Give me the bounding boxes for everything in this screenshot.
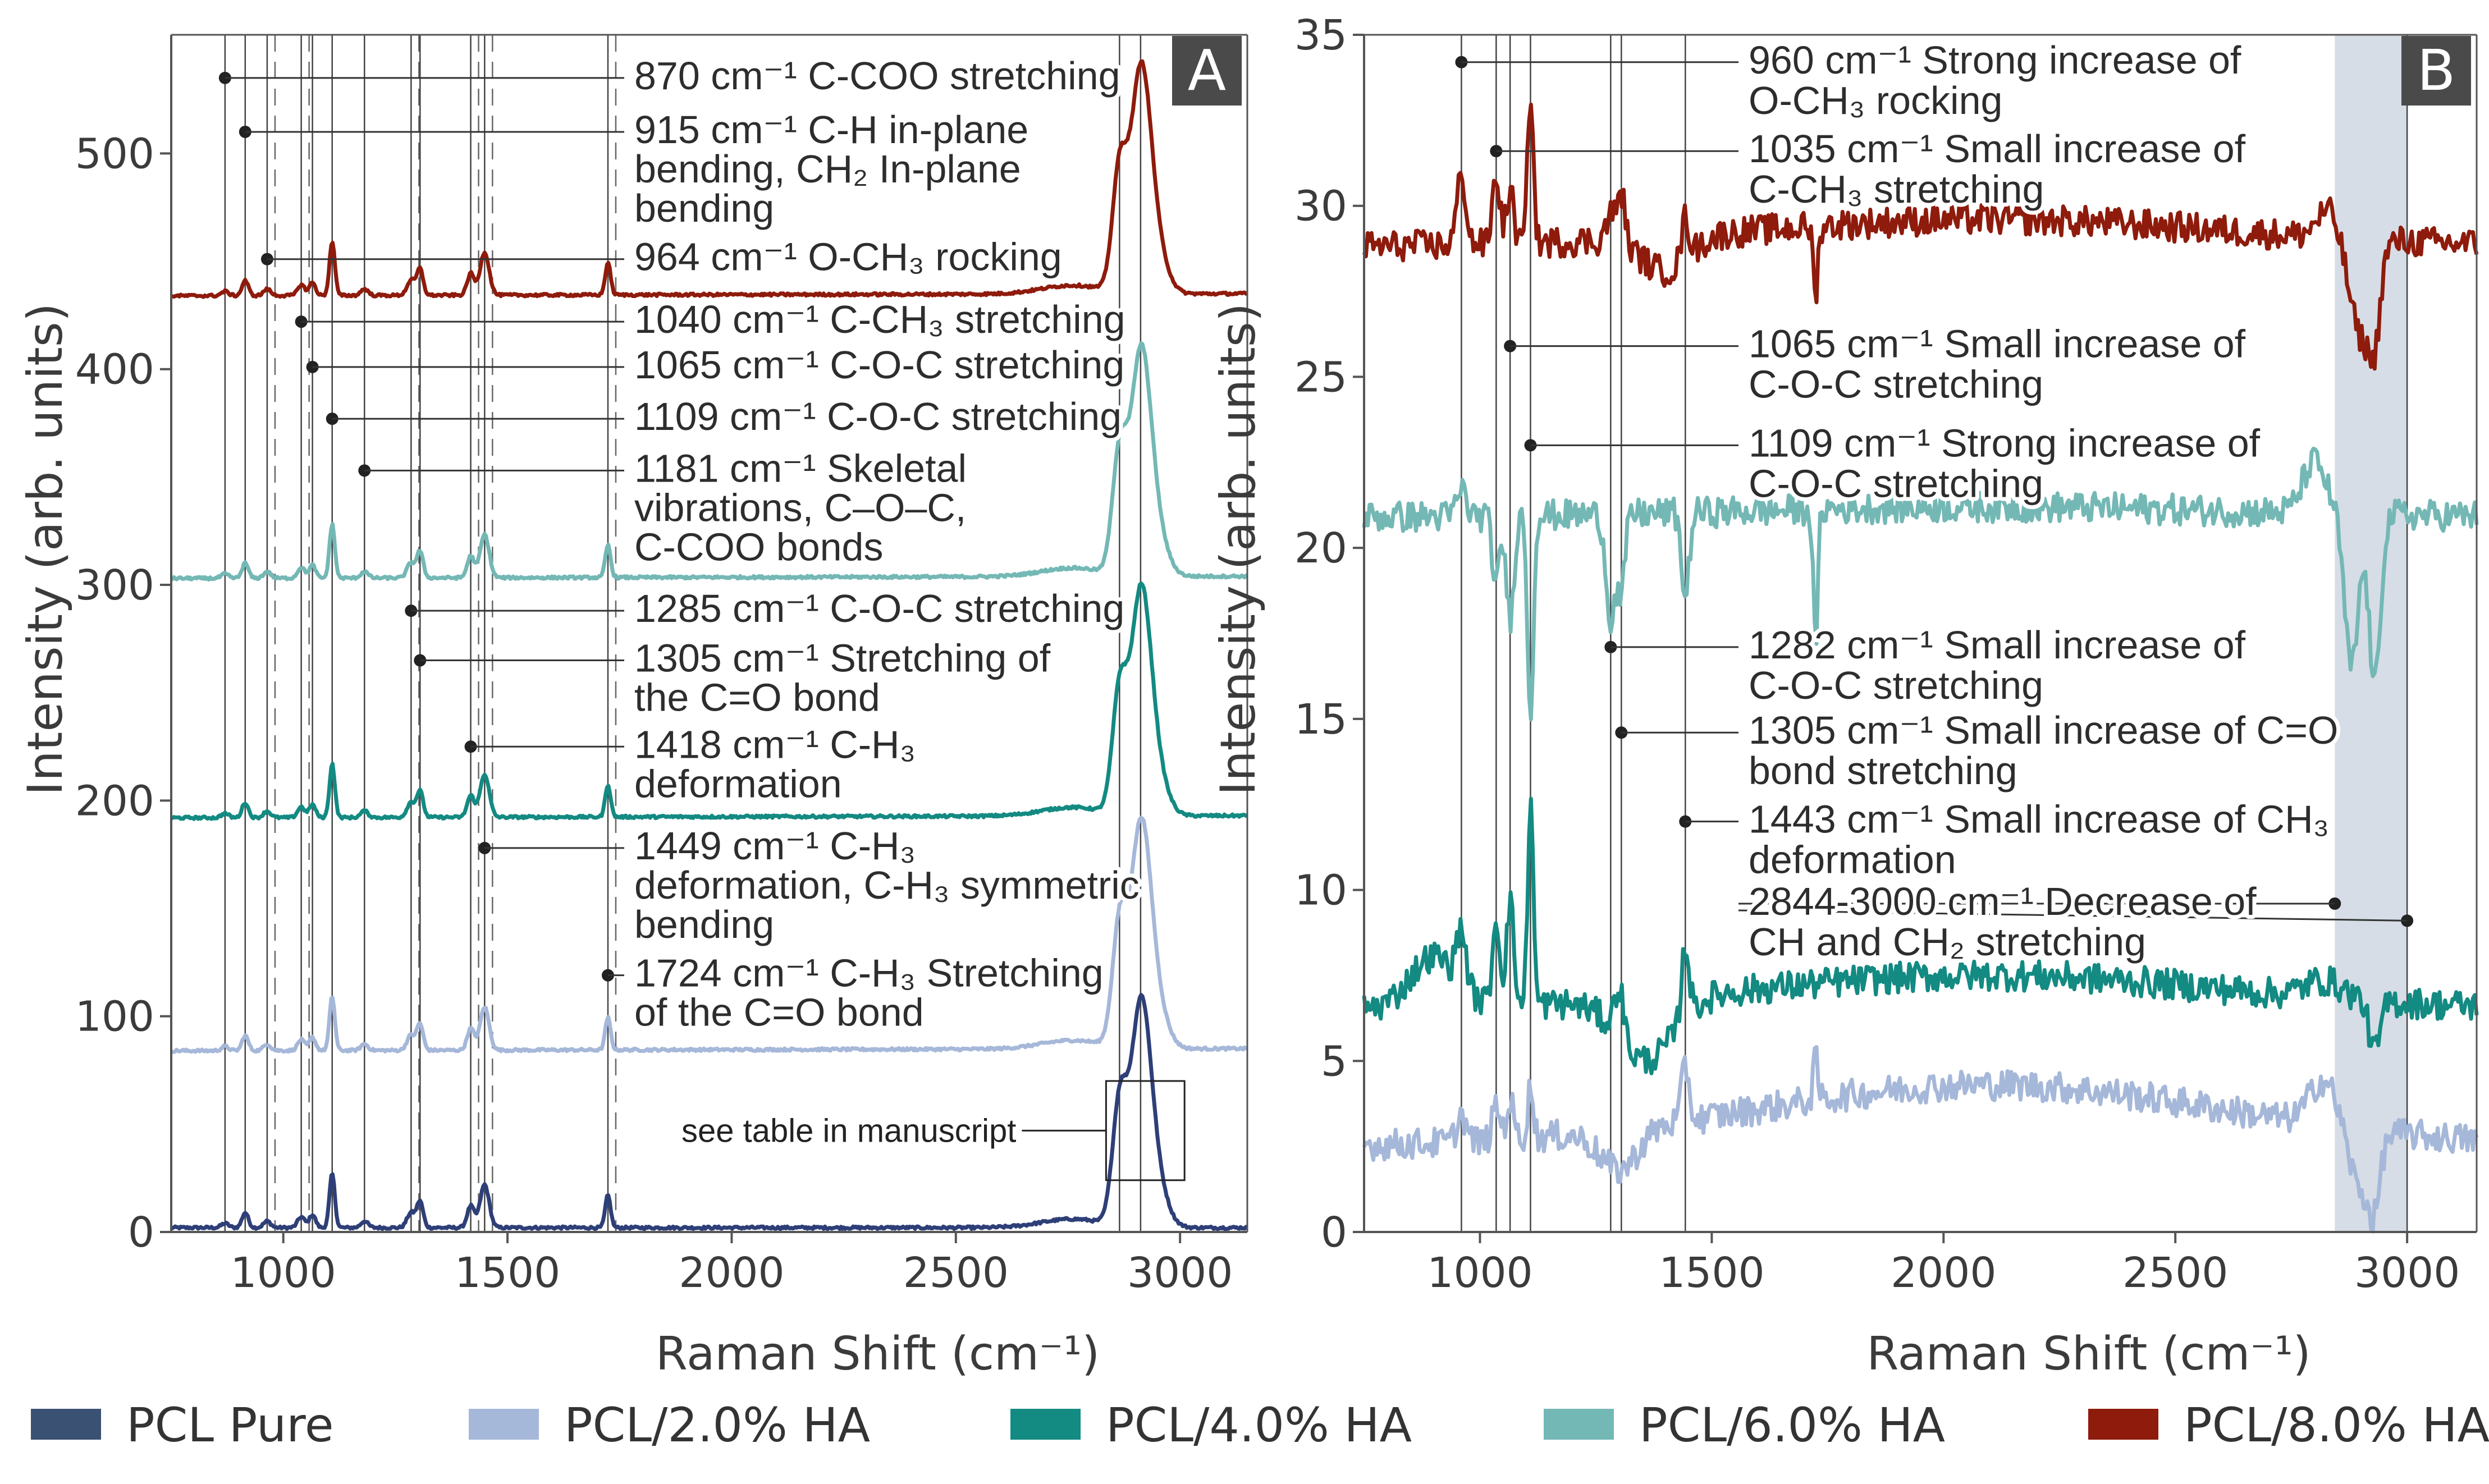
- annotation-text: bending, CH₂ In-plane: [634, 147, 1021, 191]
- annotation-text: 1305 cm⁻¹ Small increase of C=O: [1749, 708, 2338, 752]
- annotation-text: 1109 cm⁻¹ C-O-C stretching: [634, 395, 1122, 438]
- spectrum-line-pcl-2-0-ha: [1362, 1045, 2479, 1234]
- annotation-text: 1035 cm⁻¹ Small increase of: [1749, 127, 2246, 171]
- legend-swatch: [2088, 1409, 2158, 1440]
- legend-swatch: [31, 1409, 101, 1440]
- annotation-text: C-O-C stretching: [1749, 663, 2043, 707]
- y-tick-label: 10: [1294, 867, 1347, 915]
- legend-swatch: [1010, 1409, 1081, 1440]
- spectrum-line-pcl-6-0-ha: [170, 341, 1248, 582]
- y-tick-label: 500: [75, 130, 154, 178]
- x-tick-label: 1500: [1659, 1249, 1764, 1297]
- panel-badge: [2401, 36, 2471, 106]
- panel-badge: [1172, 36, 1242, 106]
- y-tick-label: 25: [1294, 353, 1347, 401]
- y-tick-label: 200: [75, 777, 154, 825]
- annotation-text: vibrations, C–O–C,: [634, 485, 966, 529]
- annotation-leader: [1738, 909, 2408, 922]
- y-tick-label: 100: [75, 993, 154, 1041]
- legend-label: PCL/2.0% HA: [564, 1398, 870, 1453]
- annotation-text: 1065 cm⁻¹ C-O-C stretching: [634, 343, 1124, 387]
- spectrum-line-pcl-pure: [170, 993, 1248, 1231]
- legend-swatch: [469, 1409, 539, 1440]
- x-tick-label: 2500: [2122, 1249, 2228, 1297]
- y-axis-title: Intensity (arb. units): [17, 303, 74, 796]
- y-tick-label: 400: [75, 346, 154, 394]
- x-tick-label: 2000: [679, 1249, 784, 1297]
- x-tick-label: 3000: [2354, 1249, 2460, 1297]
- annotation-text: bending: [634, 186, 774, 230]
- annotation-text: 1724 cm⁻¹ C-H₃ Stretching: [634, 951, 1104, 995]
- x-tick-label: 1500: [455, 1249, 560, 1297]
- annotation-text: 1282 cm⁻¹ Small increase of: [1749, 623, 2246, 667]
- annotation-text: 915 cm⁻¹ C-H in-plane: [634, 108, 1028, 152]
- annotation-text: 1181 cm⁻¹ Skeletal: [634, 446, 967, 490]
- legend-label: PCL/8.0% HA: [2184, 1398, 2489, 1453]
- annotation-text: 1285 cm⁻¹ C-O-C stretching: [634, 587, 1124, 630]
- y-axis-title: Intensity (arb. units): [1210, 303, 1266, 796]
- y-tick-label: 5: [1321, 1037, 1347, 1085]
- annotation-text: 870 cm⁻¹ C-COO stretching: [634, 54, 1120, 98]
- legend: PCL Pure PCL/2.0% HA PCL/4.0% HA PCL/6.0% H…: [31, 1398, 2489, 1453]
- spectrum-line-pcl-6-0-ha: [1362, 446, 2479, 722]
- x-tick-label: 2000: [1891, 1249, 1996, 1297]
- x-tick-label: 3000: [1127, 1249, 1233, 1297]
- annotation-text: deformation, C-H₃ symmetric: [634, 863, 1140, 907]
- annotation-text: 1305 cm⁻¹ Stretching of: [634, 636, 1051, 680]
- legend-label: PCL Pure: [126, 1398, 334, 1453]
- annotation-text: C-CH₃ stretching: [1749, 167, 2044, 211]
- box-note-text: see table in manuscript: [681, 1112, 1016, 1149]
- panel-label: B: [2417, 38, 2456, 103]
- legend-label: PCL/4.0% HA: [1106, 1398, 1412, 1453]
- annotation-text: bending: [634, 903, 774, 946]
- y-tick-label: 35: [1294, 11, 1347, 59]
- x-tick-label: 1000: [231, 1249, 336, 1297]
- y-tick-label: 0: [128, 1208, 154, 1257]
- x-tick-label: 2500: [903, 1249, 1009, 1297]
- y-tick-label: 15: [1294, 695, 1347, 744]
- x-axis-title: Raman Shift (cm⁻¹): [1866, 1327, 2310, 1381]
- annotation-text: 1065 cm⁻¹ Small increase of: [1749, 322, 2246, 366]
- panel-b-chart: 960 cm⁻¹ Strong increase ofO-CH₃ rocking…: [1210, 11, 2479, 1381]
- spectrum-line-pcl-8-0-ha: [1362, 102, 2479, 371]
- annotation-text: deformation: [634, 762, 842, 805]
- panel-a-chart: see table in manuscript 870 cm⁻¹ C-COO st…: [17, 34, 1249, 1381]
- y-tick-label: 300: [75, 561, 154, 610]
- annotation-text: of the C=O bond: [634, 991, 924, 1034]
- spectrum-line-pcl-4-0-ha: [1362, 796, 2479, 1075]
- annotation-text: bond stretching: [1749, 749, 2017, 793]
- y-tick-label: 20: [1294, 524, 1347, 572]
- annotation-text: 1418 cm⁻¹ C-H₃: [634, 722, 916, 766]
- annotation-text: 1040 cm⁻¹ C-CH₃ stretching: [634, 297, 1125, 341]
- annotation-text: 1449 cm⁻¹ C-H₃: [634, 824, 916, 868]
- spectrum-line-pcl-4-0-ha: [170, 581, 1248, 821]
- annotation-text: deformation: [1749, 838, 1956, 882]
- annotation-text: O-CH₃ rocking: [1749, 79, 2002, 122]
- annotation-text: 960 cm⁻¹ Strong increase of: [1749, 38, 2241, 82]
- x-axis-title: Raman Shift (cm⁻¹): [656, 1327, 1100, 1381]
- annotation-text: 1109 cm⁻¹ Strong increase of: [1749, 421, 2261, 465]
- panel-label: A: [1188, 38, 1226, 103]
- y-tick-label: 0: [1321, 1208, 1347, 1257]
- y-tick-label: 30: [1294, 182, 1347, 231]
- x-tick-label: 1000: [1427, 1249, 1532, 1297]
- spectrum-line-pcl-2-0-ha: [170, 816, 1248, 1054]
- legend-swatch: [1544, 1409, 1614, 1440]
- annotation-text: 964 cm⁻¹ O-CH₃ rocking: [634, 235, 1062, 279]
- annotation-text: 1443 cm⁻¹ Small increase of CH₃: [1749, 798, 2329, 841]
- spectrum-line-pcl-8-0-ha: [170, 59, 1249, 299]
- annotation-text: C-COO bonds: [634, 525, 883, 569]
- annotation-text: CH and CH₂ stretching: [1749, 920, 2146, 964]
- annotation-text: 2844-3000 cm⁻¹ Decrease of: [1749, 880, 2257, 923]
- annotation-text: C-O-C stretching: [1749, 461, 2043, 505]
- annotation-text: C-O-C stretching: [1749, 363, 2043, 406]
- annotation-text: the C=O bond: [634, 676, 880, 720]
- legend-label: PCL/6.0% HA: [1639, 1398, 1945, 1453]
